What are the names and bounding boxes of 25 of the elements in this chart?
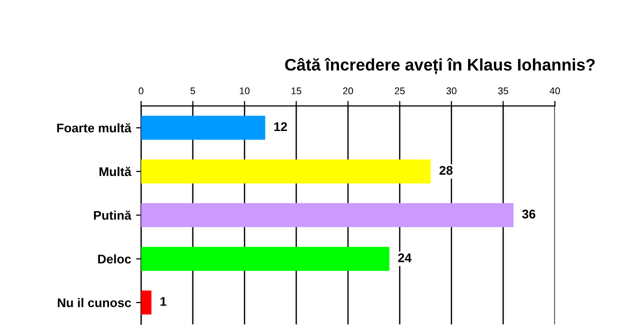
data-label: 1 [160,297,166,306]
x-tick-label: 35 [498,87,508,94]
y-tick-label: Putină [94,210,132,220]
bar [141,203,514,228]
data-label: 12 [274,122,287,131]
x-tick-label: 25 [394,87,405,94]
data-label: 36 [522,210,536,219]
x-tick-label: 30 [446,87,456,94]
bar [141,116,266,140]
x-tick-label: 40 [550,87,560,94]
bar [141,159,431,184]
x-tick-label: 0 [138,87,144,94]
bar [141,246,390,271]
y-tick-label: Foarte multă [57,123,132,132]
bar [141,290,152,315]
x-tick-label: 15 [292,87,302,94]
data-label: 28 [440,166,453,175]
x-tick-label: 20 [343,87,354,94]
x-tick-label: 5 [190,87,196,94]
data-label: 24 [398,253,412,262]
y-tick-label: Multă [100,166,132,176]
y-tick-label: Deloc [98,254,131,264]
chart-title: Câtă încredere aveți în Klaus Iohannis? [285,58,595,74]
y-tick-label: Nu il cunosc [58,298,131,308]
x-tick-label: 10 [240,87,250,94]
